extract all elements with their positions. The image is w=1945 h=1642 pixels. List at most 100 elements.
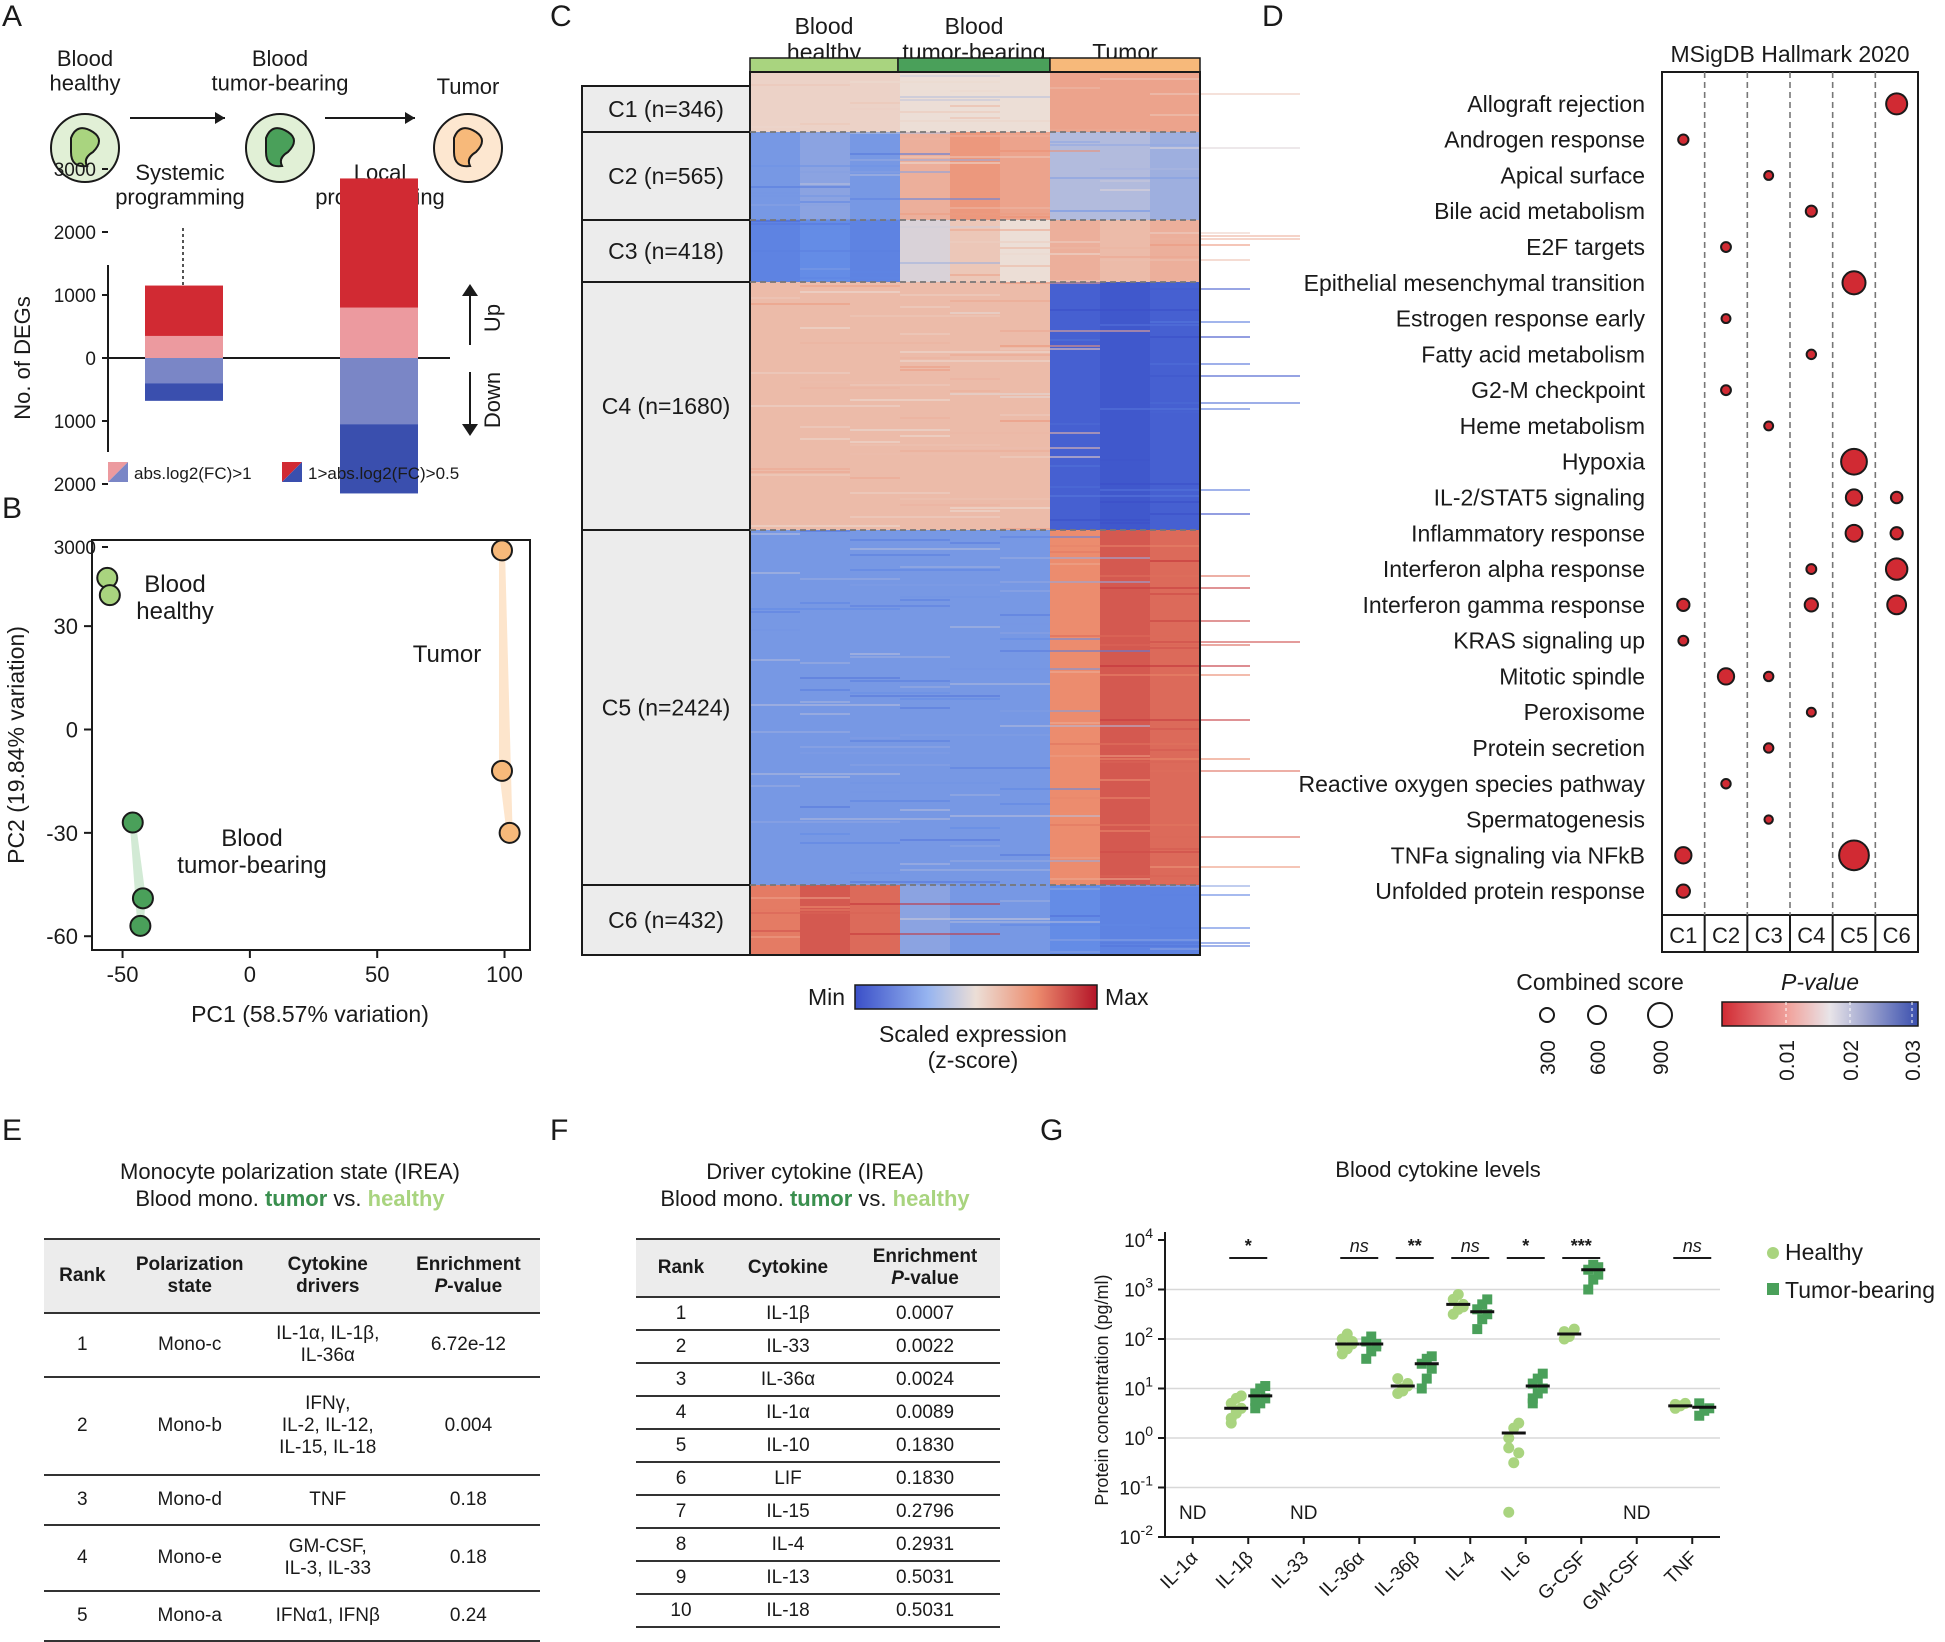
heatmap-stripe: [1050, 915, 1100, 917]
heatmap-stripe: [1050, 797, 1150, 799]
heatmap-stripe: [750, 611, 800, 613]
heatmap-stripe: [1000, 725, 1150, 727]
heatmap-stripe: [1150, 93, 1300, 95]
panel-f-sub-tumor: tumor: [789, 1186, 853, 1211]
table-f-header-1: Cytokine: [726, 1238, 850, 1298]
heatmap-stripe: [950, 117, 1000, 119]
heatmap-stripe: [850, 174, 900, 176]
heatmap-stripe: [950, 626, 1000, 628]
table-e-cell-text: IFNα1, IFNβ: [275, 1605, 380, 1626]
size-legend-circle-1: [1587, 1005, 1607, 1025]
heatmap-stripe: [850, 318, 950, 320]
heatmap-stripe: [1050, 280, 1100, 282]
hallmark-dot-29: [1675, 883, 1691, 899]
heatmap-legend-title: Scaled expression (z-score): [879, 1021, 1067, 1073]
heatmap-stripe: [900, 462, 950, 464]
nucleus-icon-2: [453, 127, 483, 168]
heatmap-stripe: [850, 453, 1000, 455]
heatmap-stripe: [1150, 770, 1300, 772]
table-f-cell-text: IL-1β: [766, 1302, 810, 1324]
table-e-cell-text: IL-1α, IL-1β,: [276, 1323, 380, 1344]
heatmap-stripe: [800, 713, 850, 715]
heatmap-legend-min: Min: [808, 984, 845, 1010]
heatmap-stripe: [750, 897, 850, 899]
table-e-cell: Mono-c: [120, 1313, 259, 1378]
heatmap-stripe: [1050, 888, 1100, 890]
heatmap-stripe: [750, 773, 900, 775]
heatmap-stripe: [800, 342, 950, 344]
tumor-point: [1537, 1368, 1548, 1379]
pvalue-tick-label-2: 0.03: [1902, 1040, 1925, 1081]
table-e-header-text: Rank: [59, 1265, 106, 1286]
heatmap-stripe: [1100, 324, 1200, 326]
table-f-cell: IL-4: [726, 1528, 850, 1562]
table-e-cell-text: 5: [77, 1605, 88, 1626]
table-e-cell-text: Mono-e: [157, 1547, 222, 1568]
heatmap-stripe: [900, 686, 950, 688]
sig-label-9: ns: [1683, 1236, 1702, 1256]
hallmark-dot-23: [1805, 706, 1817, 718]
healthy-point: [1503, 1432, 1515, 1444]
cluster-label-box: [581, 85, 751, 956]
hallmark-term-14: Interferon gamma response: [1362, 592, 1645, 618]
heatmap-stripe: [800, 662, 850, 664]
heatmap-stripe: [850, 881, 1000, 883]
g-ytick-label-1: 103: [1124, 1275, 1153, 1302]
heatmap-stripe: [900, 566, 1000, 568]
heatmap-stripe: [900, 120, 1050, 122]
g-xtick-label-8: GM-CSF: [1578, 1548, 1646, 1616]
hallmark-term-12: Inflammatory response: [1411, 520, 1645, 546]
heatmap-cell-C5-tb2: [950, 530, 1001, 885]
table-f-cell-text: 0.2796: [895, 1500, 955, 1522]
table-e-cell-text: IL-3, IL-33: [284, 1558, 372, 1579]
ytick-label-1: 2000: [54, 223, 96, 244]
heatmap-stripe: [900, 498, 1050, 500]
g-xtick-label-3: IL-36α: [1316, 1548, 1369, 1601]
hallmark-term-21: TNFa signaling via NFkB: [1391, 842, 1645, 868]
heatmap-stripe: [850, 737, 900, 739]
heatmap-stripe: [800, 268, 850, 270]
hallmark-term-19: Reactive oxygen species pathway: [1299, 771, 1646, 797]
panel-letter-f: F: [550, 1114, 569, 1147]
table-f-cell: 0.2931: [850, 1528, 1000, 1562]
heatmap-stripe: [900, 360, 1050, 362]
heatmap-stripe: [1050, 671, 1100, 673]
healthy-point: [1392, 1373, 1404, 1385]
tumor-point: [1537, 1383, 1548, 1394]
heatmap-stripe: [950, 542, 1000, 544]
heatmap-stripe: [850, 81, 1000, 83]
table-e-cell-text: 0.18: [449, 1489, 487, 1510]
bar-down-light-1: [340, 358, 418, 425]
table-f-header-text: Enrichment: [872, 1246, 978, 1267]
heatmap-stripe: [950, 90, 1000, 92]
bar-ylabel: No. of DEGs: [10, 296, 35, 419]
heatmap-stripe: [1100, 942, 1250, 944]
table-row: 1 IL-1β 0.0007: [636, 1297, 1000, 1331]
g-xtick-label-4: IL-36β: [1371, 1548, 1424, 1601]
table-e-header-row: Rank Polarization state Cytokine drivers Enri…: [44, 1238, 540, 1314]
table-e-header-3: Enrichment P-value: [396, 1238, 540, 1314]
sig-label-4: **: [1408, 1236, 1422, 1256]
heatmap-stripe: [850, 692, 950, 694]
heatmap-stripe: [750, 930, 800, 932]
heatmap-stripe: [850, 740, 950, 742]
heatmap-stripe: [950, 378, 1000, 380]
heatmap-stripe: [900, 138, 950, 140]
heatmap-stripe: [950, 390, 1000, 392]
heatmap-stripe: [950, 105, 1000, 107]
heatmap-stripe: [1000, 854, 1050, 856]
table-row: 4 Mono-e GM-CSF, IL-3, IL-33 0.18: [44, 1525, 540, 1592]
table-row: 2 IL-33 0.0022: [636, 1330, 1000, 1364]
heatmap-stripe: [900, 480, 1000, 482]
table-row: 7 IL-15 0.2796: [636, 1495, 1000, 1529]
size-legend-tick-0: 300: [1537, 1040, 1560, 1075]
heatmap-cell-C2-healthy2: [800, 132, 851, 220]
table-f-cell: IL-13: [726, 1561, 850, 1595]
table-e-cell-text: 0.004: [444, 1415, 493, 1436]
pvalue-legend-title: P-value: [1781, 969, 1859, 995]
hallmark-dot-8: [1720, 384, 1732, 397]
heatmap-stripe: [1100, 168, 1200, 170]
table-e-cell-text: TNF: [309, 1489, 347, 1510]
hallmark-term-6: Estrogen response early: [1396, 306, 1646, 332]
heatmap-stripe: [1000, 265, 1050, 267]
